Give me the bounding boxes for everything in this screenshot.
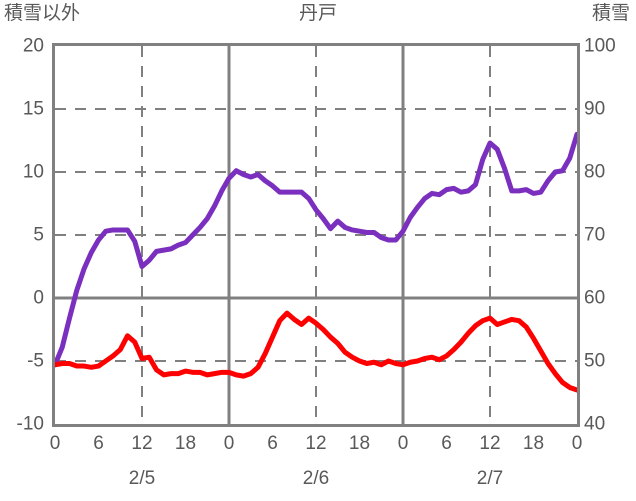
x-tick: 6 [93, 433, 104, 454]
series-line-snow-depth [55, 310, 577, 393]
y-tick-left: -10 [16, 413, 44, 435]
x-day-label: 2/6 [302, 468, 330, 489]
y-tick-left: 0 [33, 287, 44, 309]
x-tick: 12 [479, 433, 501, 454]
y-tick-right: 90 [584, 98, 606, 120]
y-axis-left: 20 15 10 5 0 -5 -10 [0, 37, 44, 434]
y-tick-left: 15 [22, 98, 44, 120]
x-tick: 18 [522, 433, 545, 454]
chart-svg [55, 46, 577, 424]
series-line-other-than-snow [55, 131, 577, 368]
y-tick-right: 50 [584, 350, 606, 372]
plot-canvas [55, 46, 577, 424]
y-axis-right: 100 90 80 70 60 50 40 [584, 37, 634, 434]
x-tick: 0 [49, 433, 61, 454]
y-tick-right: 80 [584, 161, 606, 183]
x-tick: 0 [397, 433, 409, 454]
x-tick: 0 [571, 433, 583, 454]
x-tick: 6 [441, 433, 452, 454]
y-tick-right: 70 [584, 224, 606, 246]
x-day-label: 2/5 [128, 468, 156, 489]
right-axis-title: 積雪 [591, 3, 630, 24]
y-tick-left: 10 [22, 161, 44, 183]
x-tick: 18 [348, 433, 371, 454]
x-tick: 12 [305, 433, 327, 454]
chart-title: 丹戸 [298, 3, 337, 24]
y-tick-left: -5 [27, 350, 44, 372]
x-day-label: 2/7 [476, 468, 504, 489]
y-tick-right: 60 [584, 287, 606, 309]
y-tick-left: 20 [22, 35, 44, 57]
x-tick: 6 [267, 433, 278, 454]
x-tick: 12 [131, 433, 153, 454]
x-tick: 18 [174, 433, 197, 454]
x-tick: 0 [223, 433, 235, 454]
plot-area [52, 43, 580, 427]
y-tick-left: 5 [33, 224, 44, 246]
left-axis-title: 積雪以外 [4, 3, 81, 24]
y-tick-right: 40 [584, 413, 606, 435]
y-tick-right: 100 [584, 35, 616, 57]
